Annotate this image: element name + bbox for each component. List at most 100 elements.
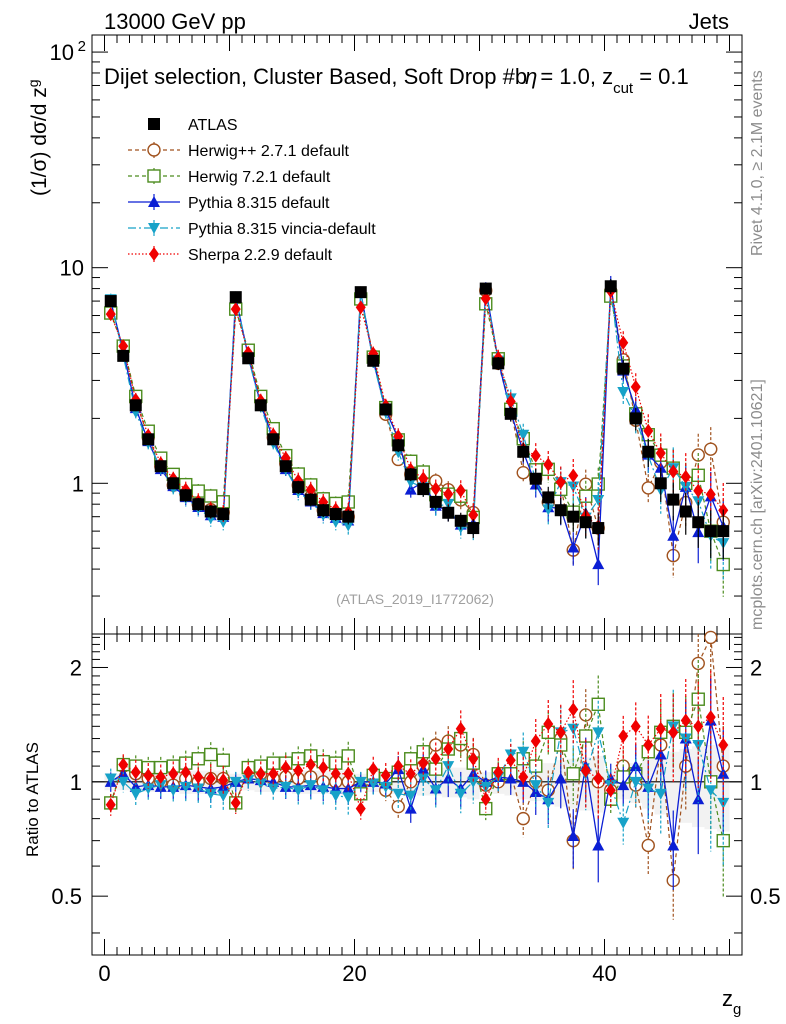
ratio-point xyxy=(493,765,504,780)
series-point xyxy=(516,465,530,480)
ratio-point xyxy=(330,766,341,781)
series-point xyxy=(567,541,580,553)
atlas-point xyxy=(142,433,155,446)
series-point xyxy=(704,442,718,456)
atlas-point xyxy=(604,280,617,293)
ratio-point xyxy=(317,785,330,797)
atlas-point xyxy=(167,477,180,490)
ratio-point xyxy=(567,723,580,735)
y-axis-label-sub: g xyxy=(25,79,41,87)
ratio-point xyxy=(117,776,130,788)
ratio-point xyxy=(354,776,367,788)
ratio-point xyxy=(618,729,629,744)
atlas-point xyxy=(242,352,255,365)
y-tick-label: 1 xyxy=(72,471,84,496)
series-point xyxy=(480,291,491,306)
ratio-point xyxy=(617,817,630,829)
series-point xyxy=(543,457,554,472)
ratio-point xyxy=(542,797,555,809)
ratio-point xyxy=(329,790,342,802)
ratio-point xyxy=(704,630,718,645)
ratio-point xyxy=(642,783,655,795)
ratio-point xyxy=(342,792,355,804)
atlas-point xyxy=(404,468,417,481)
x-tick-label: 0 xyxy=(98,961,110,986)
legend-marker xyxy=(147,143,161,157)
atlas-point xyxy=(342,510,355,523)
y-axis-label-main: (1/σ) dσ/d z xyxy=(28,87,51,196)
ratio-point xyxy=(630,719,641,734)
ratio-point xyxy=(655,721,666,736)
atlas-point xyxy=(354,286,367,299)
ratio-point xyxy=(430,751,441,766)
ratio-point xyxy=(418,756,429,771)
series-point xyxy=(530,448,541,463)
title-condition-sub: cut xyxy=(613,80,634,97)
ratio-point xyxy=(392,788,405,800)
ratio-point xyxy=(580,763,591,778)
y-axis-label: (1/σ) dσ/d zg xyxy=(25,79,51,196)
series-point xyxy=(468,507,479,522)
ratio-point xyxy=(429,785,442,797)
atlas-error-band xyxy=(667,751,680,819)
series-point xyxy=(355,300,366,315)
y-tick-label: 10 xyxy=(50,40,74,65)
ratio-point xyxy=(504,772,517,784)
ratio-point xyxy=(243,765,254,780)
series-point xyxy=(505,394,516,409)
ratio-point xyxy=(668,725,679,740)
atlas-point xyxy=(429,495,442,508)
series-point xyxy=(618,335,629,350)
title-condition: = 1.0, z xyxy=(540,64,613,89)
series-point xyxy=(655,446,666,461)
ratio-point xyxy=(543,716,554,731)
atlas-point xyxy=(717,525,730,538)
ratio-point xyxy=(168,766,179,781)
series-point xyxy=(693,483,704,498)
ratio-point xyxy=(230,795,241,810)
atlas-point xyxy=(367,354,380,367)
ratio-point xyxy=(716,833,730,848)
title-condition-tail: = 0.1 xyxy=(633,64,689,89)
series-point xyxy=(443,487,454,502)
atlas-point xyxy=(254,399,267,412)
ratio-point xyxy=(718,738,729,753)
atlas-point xyxy=(317,504,330,517)
ratio-point xyxy=(229,776,242,788)
ratio-point xyxy=(304,780,317,792)
legend-marker xyxy=(148,223,160,234)
ratio-point xyxy=(393,759,404,774)
atlas-point xyxy=(692,516,705,529)
ratio-point xyxy=(268,766,279,781)
atlas-point xyxy=(667,493,680,506)
series-point xyxy=(342,520,355,532)
ratio-point xyxy=(554,772,567,784)
series-point xyxy=(305,482,316,497)
atlas-point xyxy=(654,477,667,490)
legend-marker xyxy=(147,169,161,183)
atlas-point xyxy=(229,291,242,304)
ratio-point xyxy=(255,766,266,781)
ratio-point xyxy=(367,778,380,790)
ratio-point xyxy=(529,780,542,792)
atlas-point xyxy=(379,403,392,416)
series-point xyxy=(567,481,580,493)
ratio-point xyxy=(242,775,255,787)
atlas-point xyxy=(217,508,230,521)
ratio-y-tick-label: 1 xyxy=(70,770,82,795)
series-point xyxy=(643,423,654,438)
atlas-point xyxy=(117,349,130,362)
title-main: Dijet selection, Cluster Based, Soft Dro… xyxy=(104,64,527,89)
x-tick-label: 20 xyxy=(342,961,366,986)
atlas-point xyxy=(304,493,317,506)
ratio-point xyxy=(468,751,479,766)
header-left: 13000 GeV pp xyxy=(104,9,246,34)
ratio-point xyxy=(568,702,579,717)
ratio-point xyxy=(567,830,580,842)
atlas-point xyxy=(504,407,517,420)
ratio-point xyxy=(643,738,654,753)
legend-label: ATLAS xyxy=(188,117,238,134)
atlas-point xyxy=(154,460,167,473)
series-point xyxy=(404,483,417,495)
legend-marker xyxy=(149,247,159,261)
